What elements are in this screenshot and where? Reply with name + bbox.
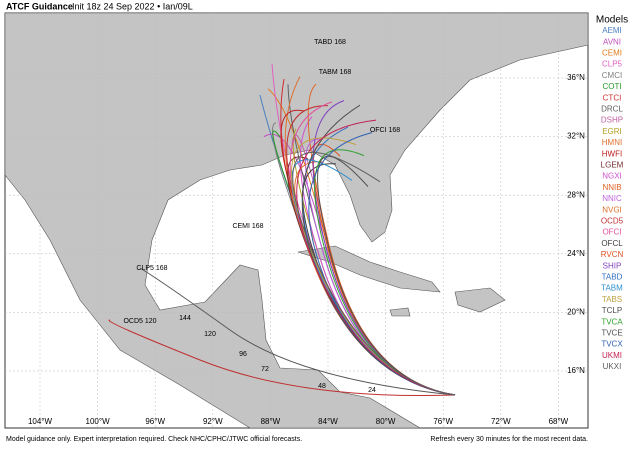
track-label: 144 <box>179 315 191 322</box>
legend-entry: UKXI <box>603 362 622 371</box>
footer-left: Model guidance only. Expert interpretati… <box>6 436 302 443</box>
legend-entry: TABS <box>602 295 622 304</box>
hispaniola <box>454 287 506 313</box>
lat-label: 16°N <box>567 366 585 375</box>
legend-entry: TVCE <box>601 329 622 338</box>
lon-label: 104°W <box>28 417 53 426</box>
legend-entry: TABM <box>601 284 623 293</box>
legend-entry: CMCI <box>602 71 622 80</box>
lon-label: 96°W <box>145 417 165 426</box>
lat-label: 24°N <box>567 249 585 258</box>
legend-entry: AEMI <box>602 26 622 35</box>
track-label: 96 <box>239 351 247 358</box>
track-label: OCD5 120 <box>123 318 156 325</box>
lat-label: 36°N <box>567 73 585 82</box>
track-label: TABD 168 <box>314 39 346 46</box>
jamaica <box>389 307 411 317</box>
lat-label: 28°N <box>567 190 585 199</box>
track-label: 24 <box>368 387 376 394</box>
model-track <box>317 155 456 396</box>
legend-entry: EGRI <box>602 127 622 136</box>
legend-entry: CEMI <box>602 49 622 58</box>
legend-entry: NNIC <box>602 194 622 203</box>
legend-entry: DRCL <box>601 105 623 114</box>
track-label: CLP5 168 <box>136 265 167 272</box>
lon-label: 84°W <box>318 417 338 426</box>
legend-entry: HWFI <box>602 149 622 158</box>
lat-label: 32°N <box>567 132 585 141</box>
title: ATCF Guidance <box>6 1 73 11</box>
track-label: 120 <box>204 331 216 338</box>
track-label: OFCI 168 <box>370 127 400 134</box>
legend-entry: UKMI <box>602 351 622 360</box>
legend-entry: NGXI <box>602 172 622 181</box>
legend-entry: HMNI <box>602 138 622 147</box>
track-label: CEMI 168 <box>232 223 263 230</box>
legend-entry: RVCN <box>601 250 624 259</box>
legend-entry: CTCI <box>603 93 622 102</box>
legend-entry: DSHP <box>601 116 623 125</box>
track-label: 72 <box>261 366 269 373</box>
land <box>4 12 589 429</box>
lon-label: 88°W <box>261 417 281 426</box>
legend-entry: NVGI <box>602 205 622 214</box>
legend-entry: LGEM <box>601 161 624 170</box>
legend-entry: OCD5 <box>601 217 624 226</box>
lon-label: 92°W <box>203 417 223 426</box>
lon-label: 68°W <box>549 417 569 426</box>
lat-label: 20°N <box>567 308 585 317</box>
legend-entry: COTI <box>602 82 621 91</box>
legend-entry: NNIB <box>602 183 621 192</box>
legend-entry: TABD <box>602 273 623 282</box>
model-track <box>139 267 456 396</box>
model-track <box>296 119 456 396</box>
legend-title: Models <box>596 15 628 26</box>
lon-label: 76°W <box>433 417 453 426</box>
legend-entry: OFCI <box>602 228 621 237</box>
footer-right: Refresh every 30 minutes for the most re… <box>430 436 588 443</box>
legend-entry: OFCL <box>601 239 623 248</box>
lon-label: 72°W <box>491 417 511 426</box>
track-label: 48 <box>318 383 326 390</box>
legend-entry: SHIP <box>603 261 622 270</box>
track-label: TABM 168 <box>319 69 352 76</box>
legend-entry: AVNI <box>603 37 621 46</box>
model-track <box>292 151 456 396</box>
model-track <box>108 319 456 397</box>
lon-label: 100°W <box>86 417 111 426</box>
legend-entry: TVCX <box>601 340 623 349</box>
subtitle: Init 18z 24 Sep 2022 • Ian/09L <box>72 1 193 11</box>
cuba <box>297 245 441 293</box>
legend-entry: TVCA <box>601 317 623 326</box>
lon-label: 80°W <box>376 417 396 426</box>
legend-entry: CLP5 <box>602 60 623 69</box>
legend-entry: TCLP <box>602 306 622 315</box>
